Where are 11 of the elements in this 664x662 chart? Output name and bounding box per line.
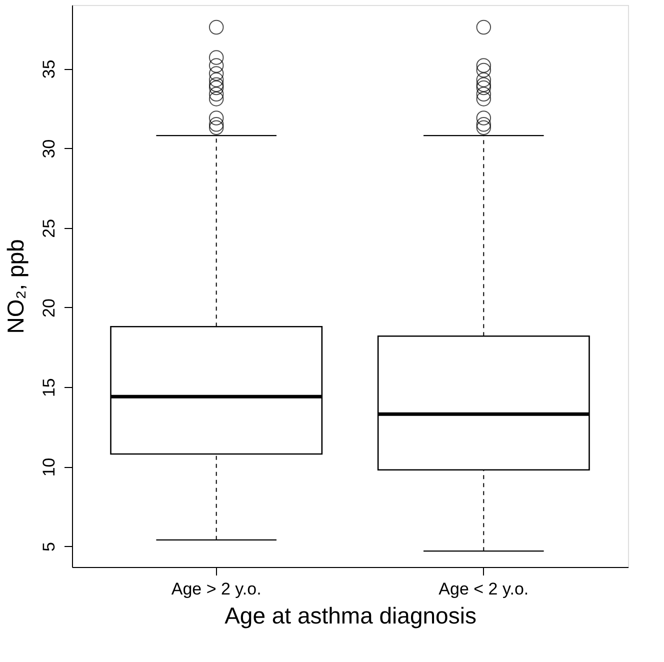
y-tick-label: 30 [40,139,58,158]
y-tick-label: 10 [40,458,58,477]
y-tick-label: 35 [40,60,58,79]
y-tick-label: 5 [40,542,58,552]
y-tick-label: 25 [40,218,58,238]
x-tick-label: Age < 2 y.o. [438,580,529,598]
y-tick-label: 15 [40,378,58,398]
x-axis-title: Age at asthma diagnosis [224,602,476,628]
y-axis-title: NO₂, ppb [2,239,28,334]
x-tick-label: Age > 2 y.o. [171,580,262,598]
y-tick-label: 20 [40,298,58,318]
